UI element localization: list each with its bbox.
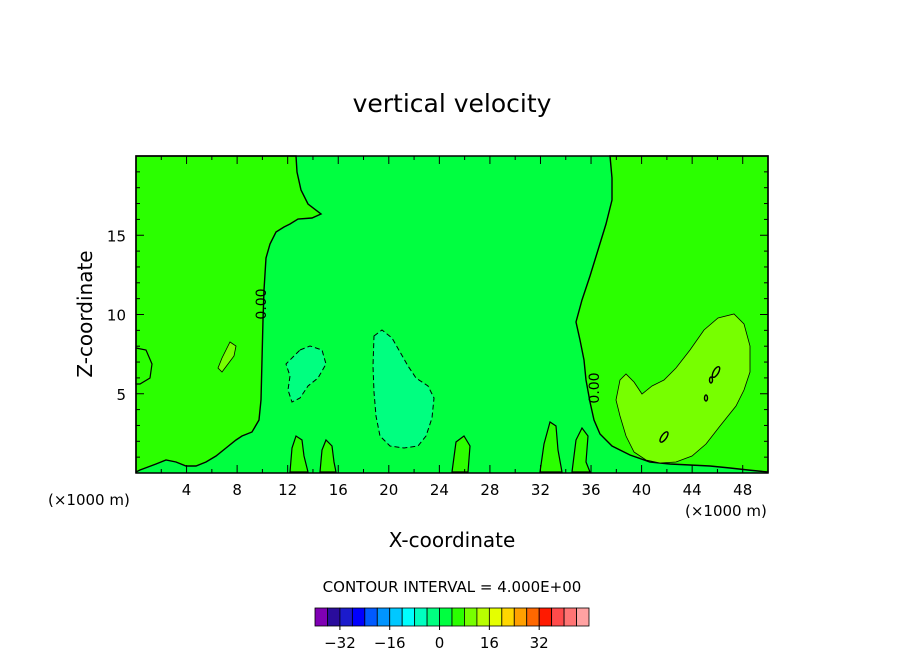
y-tick-labels: 5 10 15 <box>107 227 126 404</box>
colorbar-tick-label: 16 <box>480 634 499 652</box>
colorbar-swatch <box>563 607 577 627</box>
x-tick-label: 40 <box>632 481 651 499</box>
colorbar-swatch <box>389 607 403 627</box>
colorbar-swatch <box>538 607 553 627</box>
contour-interval-text: CONTOUR INTERVAL = 4.000E+00 <box>323 578 582 596</box>
colorbar-swatch <box>576 607 590 627</box>
region-downdraft-center <box>372 329 435 449</box>
y-tick-label: 10 <box>107 307 126 325</box>
plot-area: 0.00 0.00 <box>135 155 769 474</box>
y-tick-label: 15 <box>107 227 126 245</box>
colorbar-swatch <box>327 607 341 627</box>
colorbar-swatch <box>414 607 428 627</box>
colorbar-swatch <box>488 607 503 627</box>
chart-title: vertical velocity <box>353 89 552 118</box>
y-axis-label: Z-coordinate <box>73 250 97 377</box>
contour-label-right: 0.00 <box>587 372 603 403</box>
contour-label-left: 0.00 <box>254 288 270 319</box>
region-positive-blob <box>217 341 237 373</box>
colorbar-tick-labels: −32 −16 0 16 32 <box>324 626 549 652</box>
colorbar-swatch <box>513 607 528 627</box>
colorbar-tick-label: −32 <box>324 634 356 652</box>
x-tick-label: 8 <box>232 481 242 499</box>
x-tick-label: 4 <box>182 481 192 499</box>
x-tick-label: 12 <box>278 481 297 499</box>
x-unit-right: (×1000 m) <box>685 502 767 520</box>
x-tick-label: 20 <box>379 481 398 499</box>
x-unit-left: (×1000 m) <box>48 491 130 509</box>
x-tick-label: 24 <box>430 481 449 499</box>
x-tick-label: 32 <box>531 481 550 499</box>
colorbar-swatch <box>364 607 378 627</box>
colorbar <box>314 607 590 627</box>
colorbar-swatch <box>526 607 540 627</box>
colorbar-tick-label: 32 <box>530 634 549 652</box>
colorbar-swatch <box>476 607 490 627</box>
colorbar-swatch <box>426 607 440 627</box>
axis-ticks <box>136 156 768 473</box>
y-tick-label: 5 <box>116 386 126 404</box>
bottom-islands <box>289 421 591 473</box>
x-axis-label: X-coordinate <box>389 528 516 552</box>
region-left-positive <box>135 155 323 474</box>
colorbar-swatch <box>451 607 465 627</box>
colorbar-swatch <box>339 607 353 627</box>
x-tick-label: 36 <box>581 481 600 499</box>
colorbar-swatch <box>551 607 565 627</box>
region-downdraft-small <box>285 345 327 403</box>
colorbar-swatch <box>464 607 478 627</box>
x-tick-label: 28 <box>480 481 499 499</box>
colorbar-swatch <box>439 607 453 627</box>
x-tick-labels: 4 8 12 16 20 24 28 32 36 40 44 48 <box>182 481 752 499</box>
colorbar-swatch <box>314 607 328 627</box>
colorbar-swatch <box>351 607 366 627</box>
colorbar-tick-label: −16 <box>374 634 406 652</box>
colorbar-swatch <box>401 607 416 627</box>
x-tick-label: 16 <box>329 481 348 499</box>
x-tick-label: 44 <box>683 481 702 499</box>
colorbar-swatch <box>501 607 515 627</box>
colorbar-swatch <box>376 607 391 627</box>
x-tick-label: 48 <box>733 481 752 499</box>
colorbar-tick-label: 0 <box>435 634 445 652</box>
updraft-cores <box>659 365 721 443</box>
region-updraft <box>615 313 751 464</box>
